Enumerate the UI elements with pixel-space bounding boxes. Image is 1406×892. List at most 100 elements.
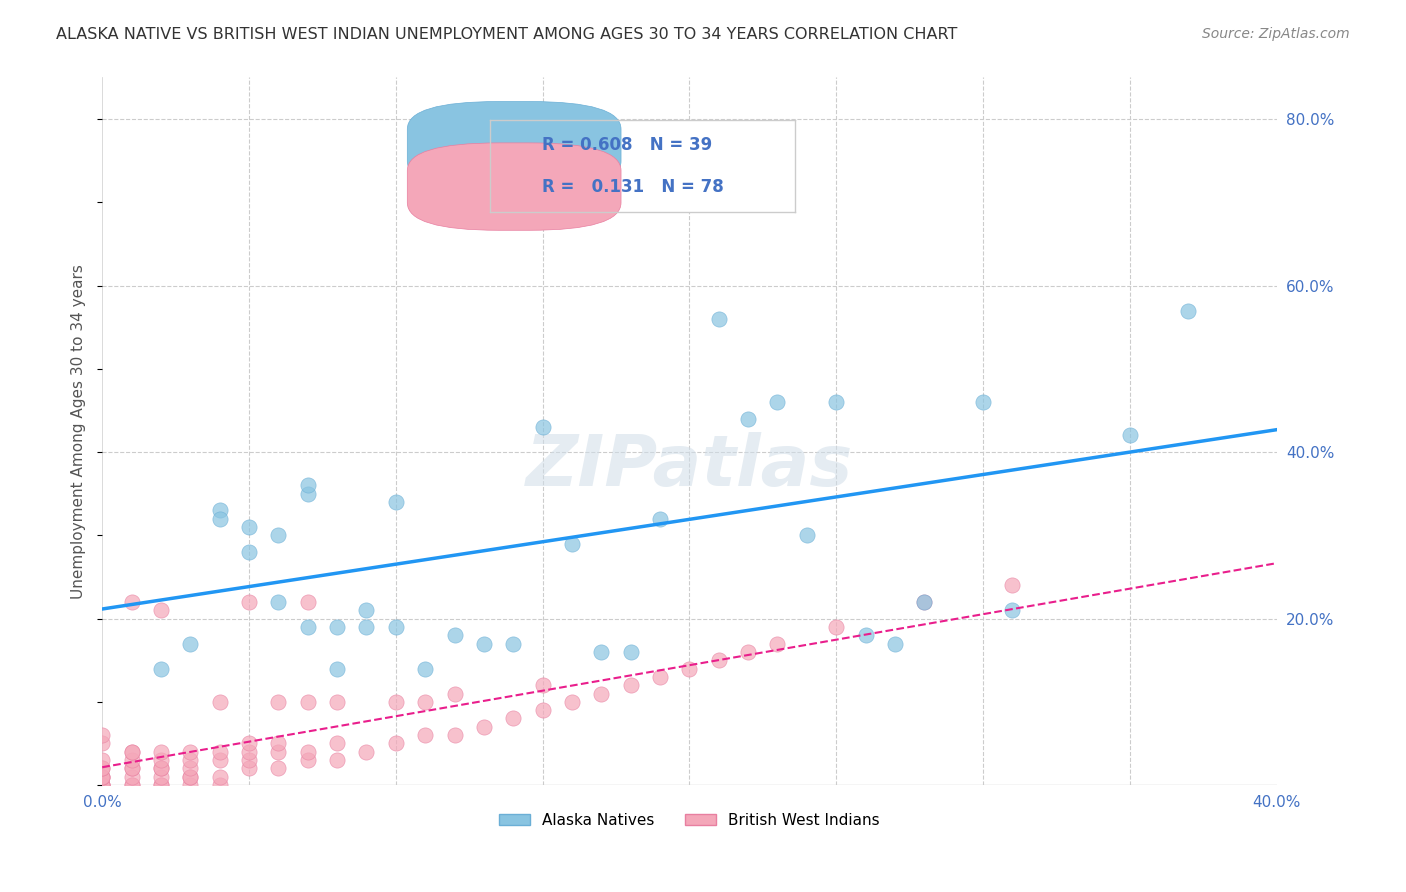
Point [208, 511, 231, 525]
Point [91, 770, 114, 784]
Point [121, 770, 143, 784]
Point [825, 620, 848, 634]
Point [149, 745, 172, 759]
Point [385, 736, 408, 750]
Point [179, 753, 201, 767]
Point [796, 528, 818, 542]
Point [297, 620, 319, 634]
Point [121, 761, 143, 775]
Point [149, 761, 172, 775]
Point [208, 503, 231, 517]
Point [620, 645, 643, 659]
Point [179, 761, 201, 775]
Text: Source: ZipAtlas.com: Source: ZipAtlas.com [1202, 27, 1350, 41]
Point [91, 778, 114, 792]
Point [238, 745, 260, 759]
Point [297, 595, 319, 609]
Point [297, 745, 319, 759]
Point [91, 778, 114, 792]
Point [385, 620, 408, 634]
Point [502, 711, 524, 725]
Point [91, 761, 114, 775]
Point [91, 778, 114, 792]
Point [648, 511, 671, 525]
Point [208, 745, 231, 759]
Point [443, 686, 465, 700]
Point [208, 778, 231, 792]
Point [707, 653, 730, 667]
Point [238, 520, 260, 534]
Point [472, 720, 495, 734]
Point [149, 761, 172, 775]
Legend: Alaska Natives, British West Indians: Alaska Natives, British West Indians [494, 807, 886, 834]
Point [121, 778, 143, 792]
Point [267, 695, 290, 709]
Point [855, 628, 877, 642]
Point [591, 645, 613, 659]
Point [413, 695, 436, 709]
Point [707, 311, 730, 326]
Point [121, 778, 143, 792]
Point [297, 753, 319, 767]
Point [208, 770, 231, 784]
Point [326, 753, 349, 767]
Point [267, 528, 290, 542]
Point [121, 745, 143, 759]
Point [121, 753, 143, 767]
Point [238, 736, 260, 750]
Point [121, 745, 143, 759]
Point [648, 670, 671, 684]
Point [297, 695, 319, 709]
Point [208, 695, 231, 709]
Point [238, 753, 260, 767]
Point [91, 753, 114, 767]
Y-axis label: Unemployment Among Ages 30 to 34 years: Unemployment Among Ages 30 to 34 years [72, 264, 86, 599]
Point [267, 745, 290, 759]
Text: ZIPatlas: ZIPatlas [526, 432, 853, 501]
Point [1001, 603, 1024, 617]
Point [385, 495, 408, 509]
Point [385, 695, 408, 709]
Point [326, 620, 349, 634]
Point [121, 595, 143, 609]
Point [91, 728, 114, 742]
Point [149, 770, 172, 784]
Point [912, 595, 935, 609]
Point [766, 395, 789, 409]
Point [413, 728, 436, 742]
Point [561, 695, 583, 709]
Point [912, 595, 935, 609]
Point [620, 678, 643, 692]
Point [737, 411, 759, 425]
Text: ALASKA NATIVE VS BRITISH WEST INDIAN UNEMPLOYMENT AMONG AGES 30 TO 34 YEARS CORR: ALASKA NATIVE VS BRITISH WEST INDIAN UNE… [56, 27, 957, 42]
Point [531, 420, 554, 434]
Point [297, 486, 319, 500]
Point [766, 636, 789, 650]
Point [179, 778, 201, 792]
Point [238, 761, 260, 775]
Point [179, 636, 201, 650]
Point [737, 645, 759, 659]
Point [326, 695, 349, 709]
Point [326, 736, 349, 750]
Point [91, 770, 114, 784]
Point [356, 620, 378, 634]
Point [179, 745, 201, 759]
Point [356, 745, 378, 759]
Point [472, 636, 495, 650]
Point [267, 736, 290, 750]
Point [267, 761, 290, 775]
Point [1119, 428, 1142, 442]
Point [149, 603, 172, 617]
Point [443, 628, 465, 642]
Point [149, 753, 172, 767]
Point [883, 636, 905, 650]
Point [179, 770, 201, 784]
Point [531, 678, 554, 692]
Point [502, 636, 524, 650]
Point [91, 736, 114, 750]
Point [825, 395, 848, 409]
Point [326, 661, 349, 675]
Point [238, 545, 260, 559]
Point [267, 595, 290, 609]
